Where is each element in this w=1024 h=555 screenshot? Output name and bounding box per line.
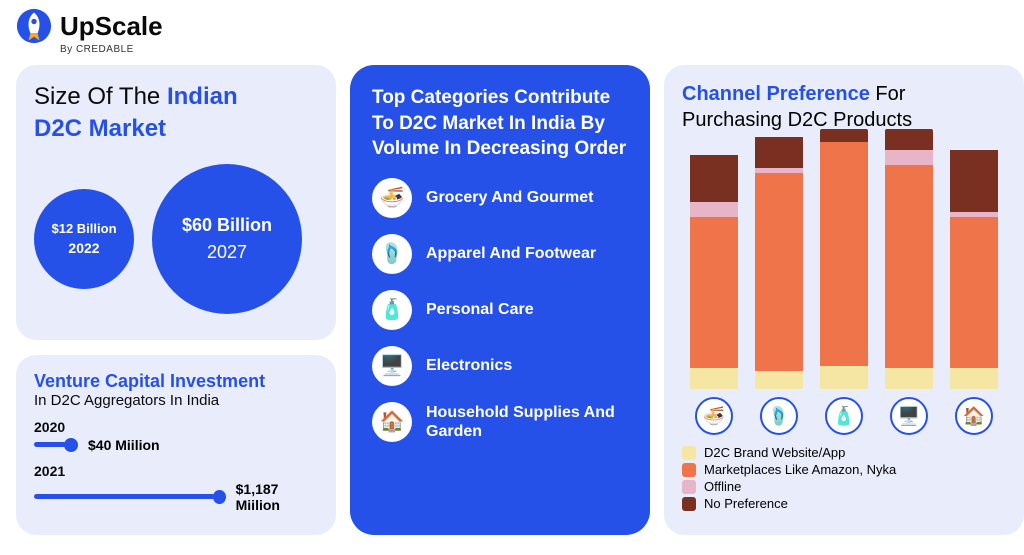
channel-segment xyxy=(755,173,803,371)
ms-title-bold1: Indian xyxy=(167,83,238,110)
ms-title-bold2: D2C Market xyxy=(34,115,166,142)
legend-row: No Preference xyxy=(682,496,1006,511)
vc-bar-2020 xyxy=(34,442,66,447)
category-icon: 🍜 xyxy=(372,178,412,218)
legend-swatch xyxy=(682,480,696,494)
legend-label: Offline xyxy=(704,479,741,494)
categories-list: 🍜 Grocery And Gourmet 🩴 Apparel And Footwea… xyxy=(372,178,628,442)
channel-category-icon: 🖥️ xyxy=(890,397,928,435)
legend-swatch xyxy=(682,497,696,511)
legend-swatch xyxy=(682,463,696,477)
vc-dot-2020 xyxy=(64,438,78,452)
legend-label: Marketplaces Like Amazon, Nyka xyxy=(704,462,896,477)
channel-segment xyxy=(950,368,998,389)
vc-panel: Venture Capital Investment In D2C Aggreg… xyxy=(16,355,336,535)
legend-row: D2C Brand Website/App xyxy=(682,445,1006,460)
bubble-2022-value: $12 Billion xyxy=(51,221,116,236)
category-label: Personal Care xyxy=(426,300,534,319)
channel-stack xyxy=(820,129,868,389)
legend-label: D2C Brand Website/App xyxy=(704,445,845,460)
channel-segment xyxy=(885,165,933,368)
channel-title-bold: Channel Preference xyxy=(682,83,870,105)
ms-title-pre: Size Of The xyxy=(34,83,167,110)
channel-segment xyxy=(885,368,933,389)
channel-segment xyxy=(755,137,803,168)
rocket-icon xyxy=(16,8,52,44)
category-item: 🧴 Personal Care xyxy=(372,290,628,330)
category-label: Apparel And Footwear xyxy=(426,244,596,263)
category-item: 🏠 Household Supplies And Garden xyxy=(372,402,628,442)
channel-segment xyxy=(820,142,868,366)
bubble-2022: $12 Billion 2022 xyxy=(34,189,134,289)
category-label: Household Supplies And Garden xyxy=(426,403,628,441)
legend-label: No Preference xyxy=(704,496,788,511)
category-label: Electronics xyxy=(426,356,512,375)
legend-row: Marketplaces Like Amazon, Nyka xyxy=(682,462,1006,477)
channel-category-icon: 🍜 xyxy=(695,397,733,435)
channel-stack xyxy=(690,129,738,389)
vc-dot-2021 xyxy=(213,490,226,504)
channel-segment xyxy=(690,368,738,389)
channel-column: 🏠 xyxy=(946,129,1002,435)
channel-category-icon: 🧴 xyxy=(825,397,863,435)
channel-segment xyxy=(820,366,868,389)
category-icon: 🩴 xyxy=(372,234,412,274)
brand-byline: By CREDABLE xyxy=(60,44,1008,55)
category-icon: 🏠 xyxy=(372,402,412,442)
channel-column: 🖥️ xyxy=(881,129,937,435)
vc-row-2021: 2021 $1,187 Miilion xyxy=(34,463,318,513)
channel-segment xyxy=(885,129,933,150)
channel-stack xyxy=(885,129,933,389)
category-item: 🍜 Grocery And Gourmet xyxy=(372,178,628,218)
channel-segment xyxy=(950,217,998,368)
market-size-title: Size Of The Indian D2C Market xyxy=(34,81,318,146)
channel-category-icon: 🩴 xyxy=(760,397,798,435)
brand-name: UpScale xyxy=(60,11,163,42)
channel-segment xyxy=(755,371,803,389)
channel-column: 🍜 xyxy=(686,129,742,435)
vc-value-2021: $1,187 Miilion xyxy=(236,481,318,513)
channel-segment xyxy=(690,155,738,202)
channel-stack xyxy=(950,129,998,389)
channel-legend: D2C Brand Website/App Marketplaces Like A… xyxy=(682,445,1006,511)
legend-swatch xyxy=(682,446,696,460)
channel-column: 🧴 xyxy=(816,129,872,435)
bubble-2022-year: 2022 xyxy=(68,240,99,256)
categories-title: Top Categories Contribute To D2C Market … xyxy=(372,85,628,162)
channel-segment xyxy=(820,129,868,142)
category-item: 🖥️ Electronics xyxy=(372,346,628,386)
market-size-bubbles: $12 Billion 2022 $60 Billion 2027 xyxy=(34,164,318,314)
channel-segment xyxy=(950,150,998,212)
brand-logo: UpScale xyxy=(16,8,1008,44)
category-icon: 🖥️ xyxy=(372,346,412,386)
bubble-2027: $60 Billion 2027 xyxy=(152,164,302,314)
legend-row: Offline xyxy=(682,479,1006,494)
channel-panel: Channel Preference For Purchasing D2C Pr… xyxy=(664,65,1024,535)
channel-chart: 🍜 🩴 🧴 🖥️ 🏠 xyxy=(682,145,1006,435)
categories-panel: Top Categories Contribute To D2C Market … xyxy=(350,65,650,535)
category-label: Grocery And Gourmet xyxy=(426,188,593,207)
vc-bar-2021 xyxy=(34,494,215,499)
channel-column: 🩴 xyxy=(751,129,807,435)
channel-segment xyxy=(690,217,738,368)
channel-segment xyxy=(885,150,933,166)
bubble-2027-year: 2027 xyxy=(207,242,247,263)
channel-category-icon: 🏠 xyxy=(955,397,993,435)
market-size-panel: Size Of The Indian D2C Market $12 Billio… xyxy=(16,65,336,340)
bubble-2027-value: $60 Billion xyxy=(182,215,272,236)
vc-subtitle: In D2C Aggregators In India xyxy=(34,392,318,409)
vc-row-2020: 2020 $40 Miilion xyxy=(34,419,318,453)
vc-value-2020: $40 Miilion xyxy=(88,437,160,453)
channel-title: Channel Preference For Purchasing D2C Pr… xyxy=(682,81,1006,133)
category-item: 🩴 Apparel And Footwear xyxy=(372,234,628,274)
category-icon: 🧴 xyxy=(372,290,412,330)
channel-stack xyxy=(755,129,803,389)
vc-title: Venture Capital Investment xyxy=(34,371,318,392)
channel-segment xyxy=(690,202,738,218)
vc-year-2021: 2021 xyxy=(34,463,318,479)
vc-year-2020: 2020 xyxy=(34,419,318,435)
